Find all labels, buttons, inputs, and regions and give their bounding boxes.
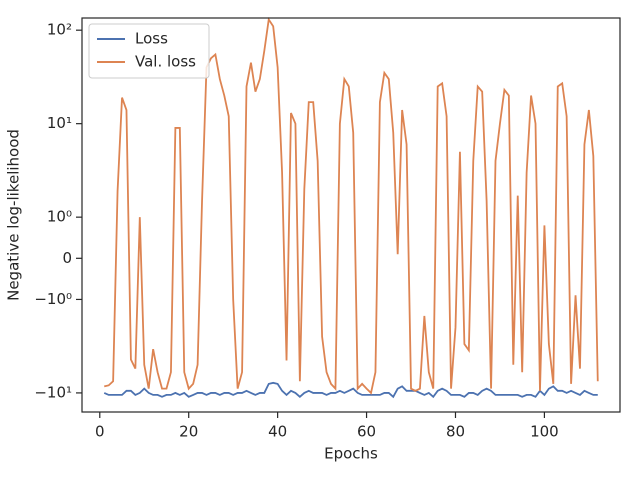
y-tick-label: 10⁰ — [47, 208, 72, 226]
y-tick-label: 0 — [62, 249, 72, 267]
y-tick-label: 10¹ — [47, 114, 72, 132]
plot-frame — [81, 17, 621, 413]
legend-box — [88, 23, 210, 79]
x-tick-label: 80 — [446, 423, 465, 441]
line-series — [103, 381, 598, 399]
x-tick-label: 60 — [357, 423, 376, 441]
x-tick-label: 100 — [530, 423, 559, 441]
legend-label: Loss — [135, 30, 168, 48]
y-tick-label: −10⁰ — [34, 290, 72, 308]
x-tick-label: 20 — [179, 423, 198, 441]
x-tick-label: 40 — [268, 423, 287, 441]
y-axis-label: Negative log-likelihood — [5, 129, 23, 301]
y-tick-label: −10¹ — [34, 383, 72, 401]
y-tick-label: 10² — [47, 21, 72, 39]
legend-label: Val. loss — [135, 53, 196, 71]
x-tick-label: 0 — [95, 423, 105, 441]
x-axis-label: Epochs — [324, 445, 378, 463]
line-series — [104, 17, 599, 395]
